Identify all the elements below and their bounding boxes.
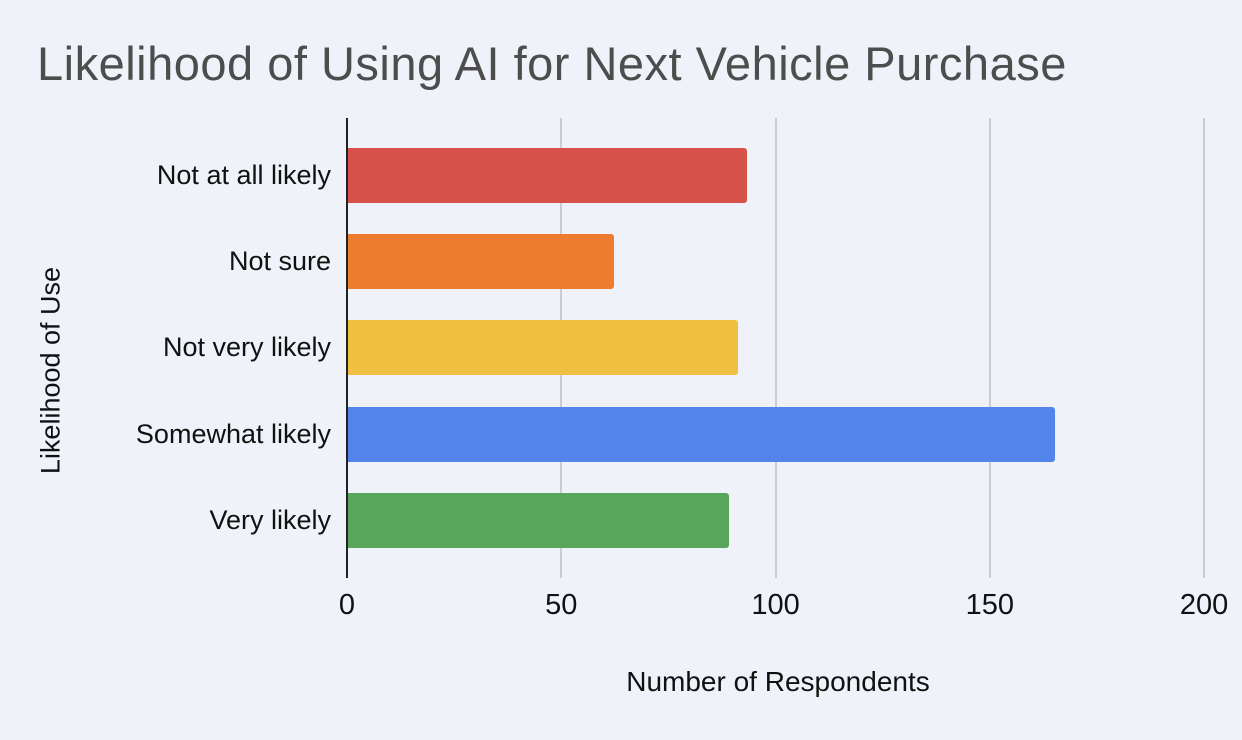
category-label: Very likely	[209, 504, 331, 535]
category-label: Not at all likely	[156, 160, 331, 190]
x-tick-label: 200	[1179, 589, 1229, 621]
x-tick-label: 150	[965, 589, 1015, 621]
bar-somewhat-likely	[348, 406, 1056, 462]
bar-not-very-likely	[348, 320, 738, 376]
y-axis-line	[346, 118, 348, 578]
chart-title: Likelihood of Using AI for Next Vehicle …	[37, 37, 1067, 90]
category-label: Not sure	[228, 246, 331, 277]
gridline	[1203, 118, 1206, 578]
gridline	[988, 118, 991, 578]
x-tick-label: 100	[751, 589, 800, 621]
category-label: Somewhat likely	[135, 418, 331, 449]
x-tick-label: 50	[545, 589, 578, 621]
x-axis-title: Number of Respondents	[626, 666, 930, 697]
y-axis-title: Likelihood of Use	[35, 266, 66, 475]
bar-very-likely	[348, 492, 730, 548]
bar-not-at-all-likely	[348, 148, 747, 203]
gridline	[774, 118, 777, 578]
category-label: Not very likely	[162, 332, 331, 363]
x-tick-label: 0	[338, 589, 356, 621]
bar-not-sure	[348, 234, 614, 290]
